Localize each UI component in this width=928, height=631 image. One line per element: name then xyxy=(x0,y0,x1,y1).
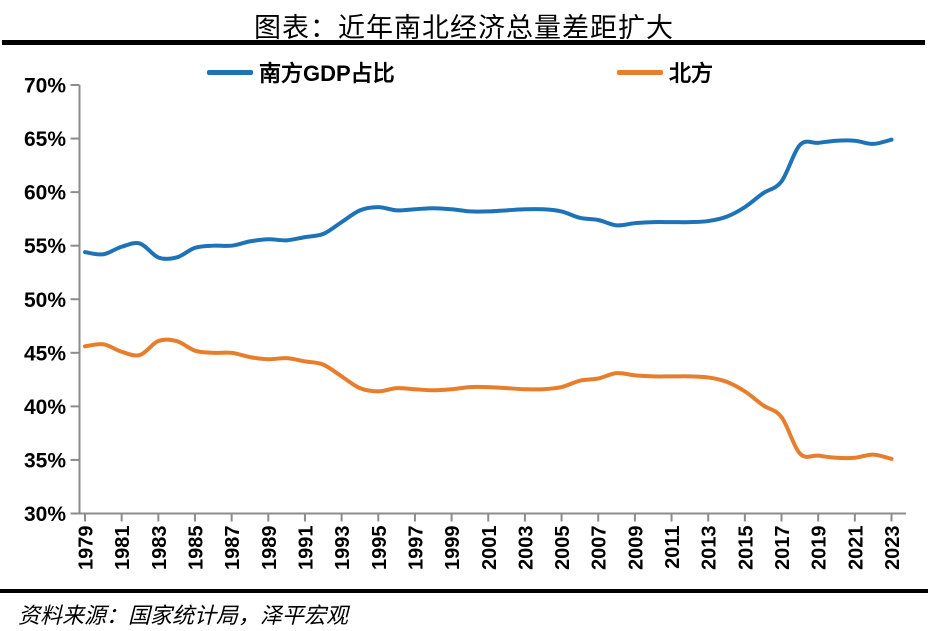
x-tick-label: 1987 xyxy=(222,526,244,571)
x-tick-label: 1983 xyxy=(149,526,171,571)
y-tick-label: 45% xyxy=(24,342,66,365)
y-tick-label: 35% xyxy=(24,449,66,472)
x-tick-label: 1997 xyxy=(405,526,427,571)
x-tick-label: 1985 xyxy=(185,526,207,571)
x-tick-label: 1995 xyxy=(369,526,391,571)
y-tick-label: 30% xyxy=(24,503,66,526)
x-tick-label: 2007 xyxy=(589,526,611,571)
y-tick-label: 60% xyxy=(24,182,66,205)
x-tick-label: 2003 xyxy=(515,526,537,571)
x-tick-label: 2017 xyxy=(772,526,794,571)
legend-item-north: 北方 xyxy=(617,58,713,86)
legend-label-south: 南方GDP占比 xyxy=(259,61,395,86)
x-tick-label: 2009 xyxy=(625,526,647,571)
bottom-divider xyxy=(0,589,928,593)
x-tick-label: 2011 xyxy=(662,526,684,569)
y-tick-label: 40% xyxy=(24,396,66,419)
legend-label-north: 北方 xyxy=(669,61,714,86)
y-tick-label: 55% xyxy=(24,235,66,258)
source-note: 资料来源：国家统计局，泽平宏观 xyxy=(18,603,349,628)
legend-swatch-north-icon xyxy=(617,69,663,75)
x-tick-label: 2019 xyxy=(809,526,831,571)
x-tick-label: 1993 xyxy=(332,526,354,571)
x-tick-label: 1991 xyxy=(295,526,317,571)
top-divider xyxy=(2,40,925,45)
x-tick-label: 2013 xyxy=(699,526,721,571)
y-tick-label: 70% xyxy=(24,75,66,98)
x-tick-label: 2001 xyxy=(479,526,501,571)
x-tick-label: 2021 xyxy=(845,526,867,571)
x-tick-label: 2005 xyxy=(552,526,574,571)
x-tick-label: 2015 xyxy=(735,526,757,571)
legend-item-south: 南方GDP占比 xyxy=(207,58,395,86)
legend-swatch-south-icon xyxy=(207,69,253,75)
x-tick-label: 2023 xyxy=(882,526,904,571)
x-tick-label: 1989 xyxy=(259,526,281,571)
page-title: 图表：近年南北经济总量差距扩大 xyxy=(254,13,674,43)
series-line-north xyxy=(83,337,894,461)
y-tick-label: 65% xyxy=(24,128,66,151)
series-line-south xyxy=(83,137,894,261)
x-tick-label: 1979 xyxy=(76,526,98,571)
x-tick-label: 1999 xyxy=(442,526,464,571)
x-tick-label: 1981 xyxy=(112,526,134,571)
y-tick-label: 50% xyxy=(24,289,66,312)
